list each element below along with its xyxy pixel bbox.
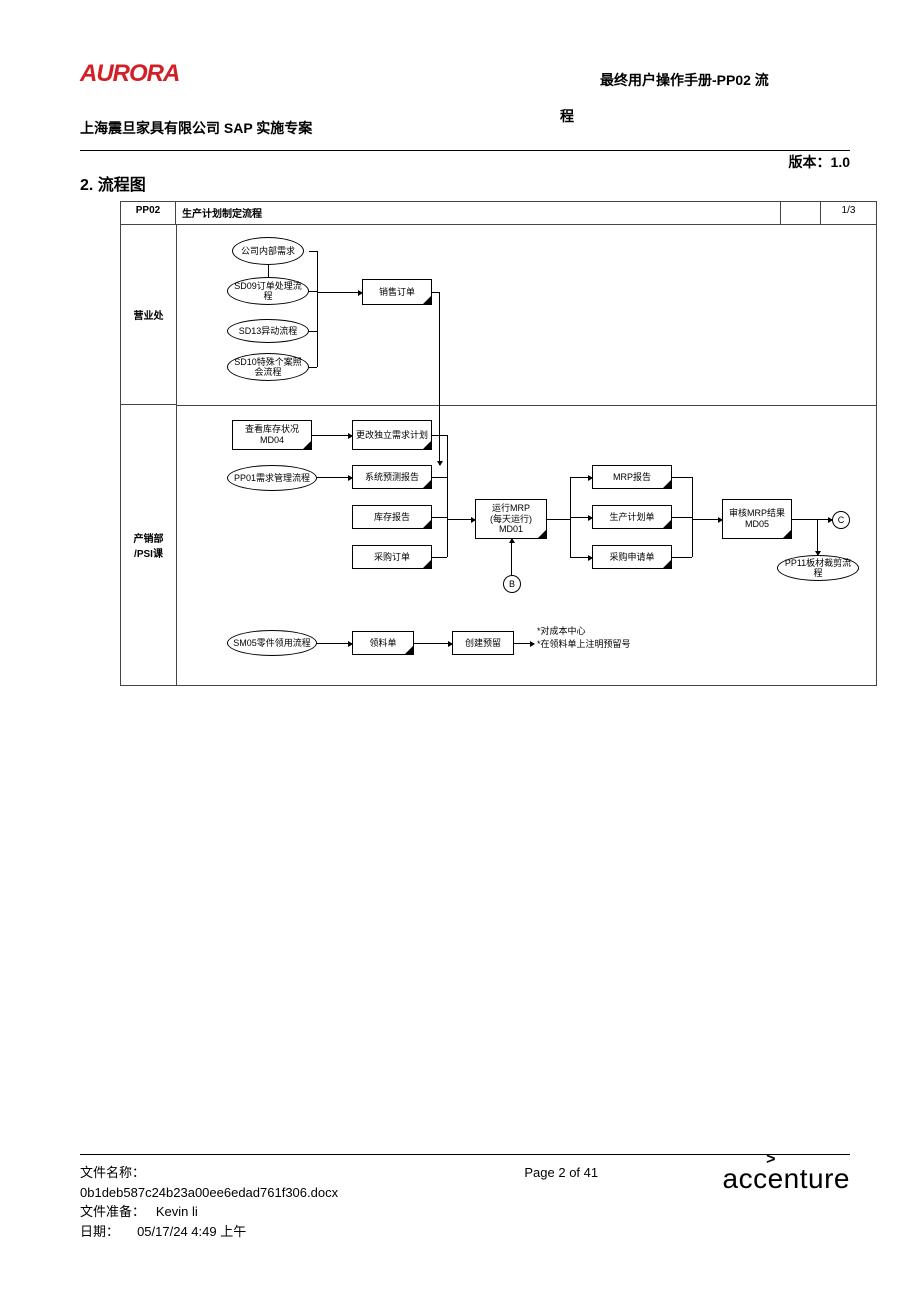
section-name: 流程图 [98, 177, 146, 194]
arrow [309, 291, 317, 292]
arrow [432, 477, 447, 478]
node-md04: 查看库存状况MD04 [232, 420, 312, 450]
section-title: 2. 流程图 [80, 171, 850, 195]
date-value: 05/17/24 4:49 上午 [137, 1224, 246, 1239]
flowchart-titlebar: PP02 生产计划制定流程 1/3 [121, 202, 876, 225]
date-label: 日期： [80, 1224, 119, 1239]
version: 版本：1.0 [789, 152, 850, 172]
node-forecast: 系统预测报告 [352, 465, 432, 489]
arrow [309, 331, 317, 332]
arrow [432, 292, 439, 293]
flowchart-lanes: 营业处 产销部/PSI课 [121, 225, 177, 685]
arrow [514, 643, 534, 644]
arrow [312, 435, 352, 436]
flowchart-page: 1/3 [821, 202, 876, 224]
footer-brand: >accenture [723, 1163, 850, 1241]
arrow [672, 517, 692, 518]
arrow [317, 477, 352, 478]
doc-title-line2: 程 [560, 106, 850, 126]
arrow [317, 643, 352, 644]
arrow [672, 477, 692, 478]
arrow [672, 557, 692, 558]
arrow [432, 557, 447, 558]
arrow [792, 519, 832, 520]
node-internal-demand: 公司内部需求 [232, 237, 304, 265]
node-md01: 运行MRP(每天运行)MD01 [475, 499, 547, 539]
arrow [570, 517, 592, 518]
node-note: *对成本中心*在领料单上注明预留号 [537, 625, 637, 650]
flowchart-canvas: 公司内部需求 SD09订单处理流程 SD13异动流程 SD10特殊个案照会流程 … [177, 225, 876, 685]
arrow [511, 539, 512, 575]
arrow [414, 643, 452, 644]
file-name: 0b1deb587c24b23a00ee6edad761f306.docx [80, 1185, 338, 1200]
node-plan-order: 生产计划单 [592, 505, 672, 529]
header-rule [80, 150, 850, 151]
flowchart: PP02 生产计划制定流程 1/3 营业处 产销部/PSI课 公司内部需求 SD… [120, 201, 877, 686]
file-label: 文件名称： [80, 1165, 145, 1180]
arrow [317, 251, 318, 367]
arrow [570, 477, 592, 478]
arrow [432, 435, 447, 436]
node-po: 采购订单 [352, 545, 432, 569]
arrow [570, 557, 592, 558]
arrow [309, 367, 317, 368]
node-change-req: 更改独立需求计划 [352, 420, 432, 450]
doc-title-line1: 最终用户操作手册-PP02 流 [600, 72, 769, 88]
arrow [692, 519, 722, 520]
node-sm05: SM05零件领用流程 [227, 630, 317, 656]
arrow [447, 435, 448, 557]
arrow [547, 519, 570, 520]
footer: 文件名称： 0b1deb587c24b23a00ee6edad761f306.d… [80, 1154, 850, 1241]
lane-sales: 营业处 [121, 225, 176, 405]
node-md05: 审核MRP结果MD05 [722, 499, 792, 539]
node-pick-list: 领料单 [352, 631, 414, 655]
arrow [817, 519, 818, 555]
node-reservation: 创建预留 [452, 631, 514, 655]
flowchart-blank [781, 202, 821, 224]
node-stock-report: 库存报告 [352, 505, 432, 529]
node-sales-order: 销售订单 [362, 279, 432, 305]
prepared-label: 文件准备： [80, 1204, 145, 1219]
footer-left: 文件名称： 0b1deb587c24b23a00ee6edad761f306.d… [80, 1163, 400, 1241]
connector-c: C [832, 511, 850, 529]
arrow [317, 292, 362, 293]
node-pp11: PP11板材裁剪流程 [777, 555, 859, 581]
accenture-text: accenture [723, 1163, 850, 1194]
lane-border [177, 405, 876, 406]
node-pp01: PP01需求管理流程 [227, 465, 317, 491]
flowchart-code: PP02 [121, 202, 176, 224]
prepared-by: Kevin li [156, 1204, 198, 1219]
footer-page: Page 2 of 41 [524, 1163, 598, 1241]
accenture-mark: > [766, 1151, 776, 1169]
lane-psi: 产销部/PSI课 [121, 405, 176, 685]
arrow [439, 305, 440, 465]
doc-title: 最终用户操作手册-PP02 流 程 [600, 70, 850, 126]
node-sd10: SD10特殊个案照会流程 [227, 353, 309, 381]
arrow [439, 292, 440, 305]
arrow [309, 251, 317, 252]
arrow [268, 265, 269, 277]
flowchart-title: 生产计划制定流程 [176, 202, 781, 224]
node-sd13: SD13异动流程 [227, 319, 309, 343]
node-mrp-report: MRP报告 [592, 465, 672, 489]
section-number: 2. [80, 177, 93, 194]
arrow [447, 519, 475, 520]
connector-b: B [503, 575, 521, 593]
node-sd09: SD09订单处理流程 [227, 277, 309, 305]
arrow [692, 477, 693, 557]
node-pr: 采购申请单 [592, 545, 672, 569]
arrow [432, 517, 447, 518]
